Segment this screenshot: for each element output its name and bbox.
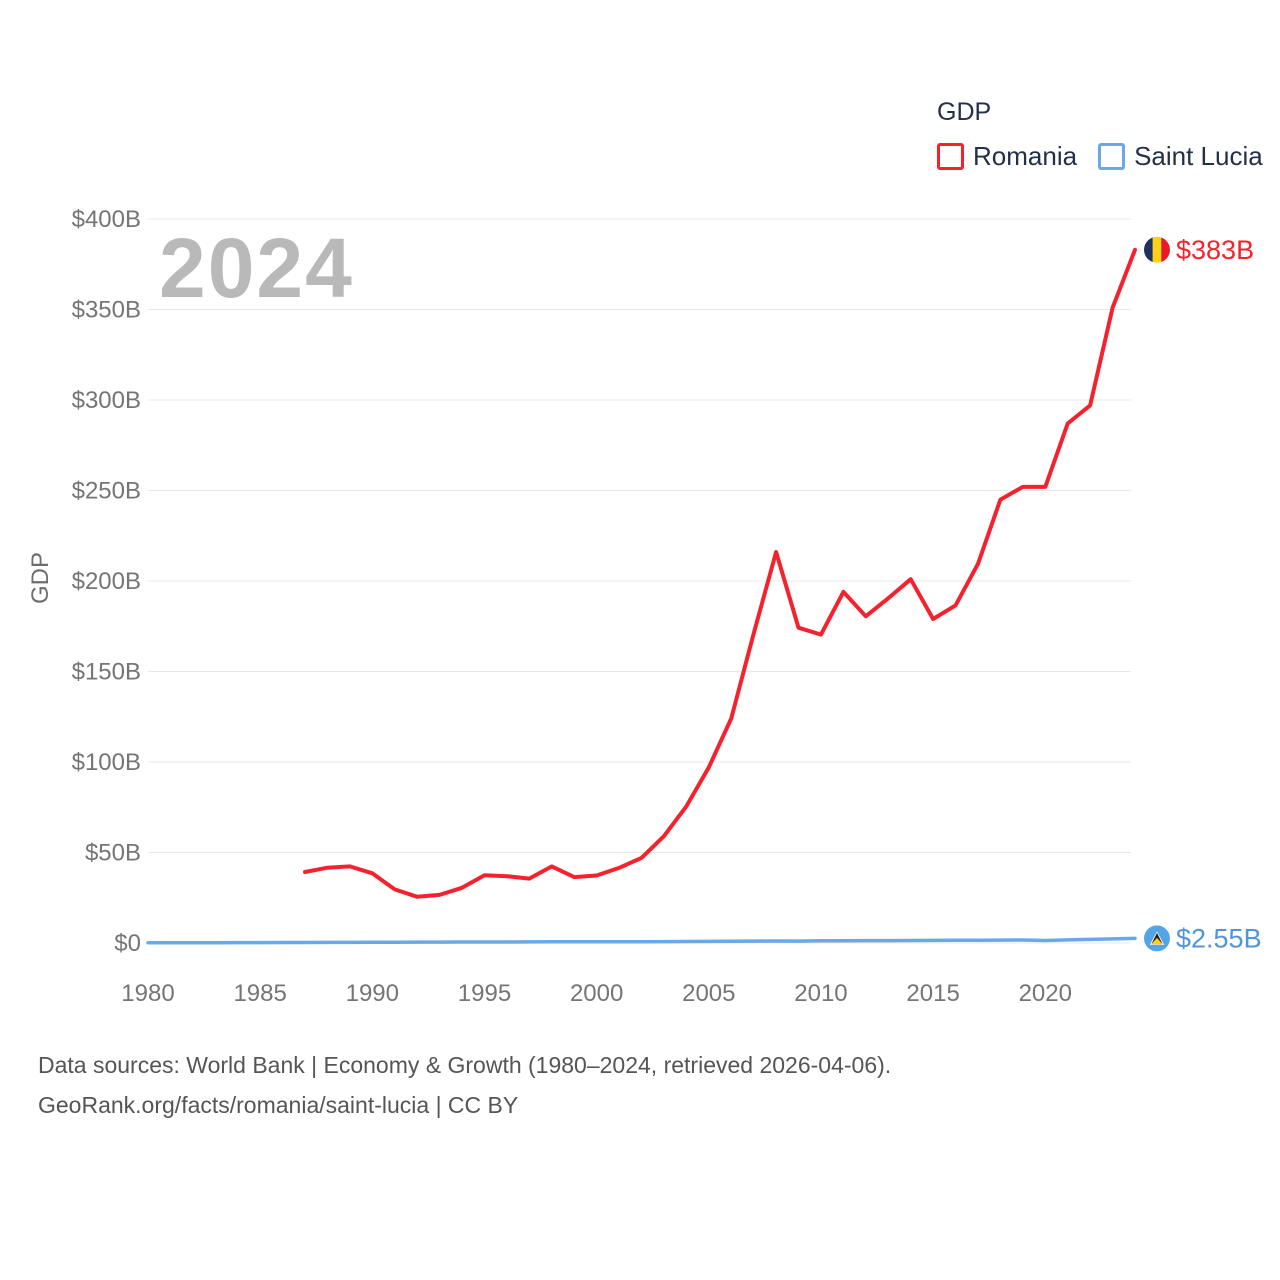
saint-lucia-line[interactable] xyxy=(146,936,1137,945)
x-tick-label: 2010 xyxy=(794,980,847,1007)
legend-label-romania: Romania xyxy=(973,141,1078,171)
axis-layer: $0 $50B $100B $150B $200B $250B $300B $350B $400… xyxy=(72,206,1072,1007)
footer-attribution: Data sources: World Bank | Economy & Gro… xyxy=(38,1045,891,1125)
legend-title: GDP xyxy=(937,98,992,126)
y-tick-label: $150B xyxy=(72,659,141,686)
x-tick-label: 1995 xyxy=(458,980,511,1007)
grid-layer xyxy=(148,218,1131,944)
y-tick-label: $100B xyxy=(72,749,141,776)
y-tick-label: $200B xyxy=(72,568,141,595)
footer-line-1: Data sources: World Bank | Economy & Gro… xyxy=(38,1052,892,1078)
legend-item-romania[interactable]: Romania xyxy=(937,141,1077,172)
legend: GDP Romania Saint Lucia xyxy=(937,98,1263,172)
year-watermark: 2024 xyxy=(159,221,354,315)
saint-lucia-swatch-icon xyxy=(1098,143,1126,170)
legend-label-saint-lucia: Saint Lucia xyxy=(1134,141,1263,171)
saint-lucia-flag-icon xyxy=(1141,922,1173,954)
x-tick-label: 1985 xyxy=(233,980,286,1007)
saint-lucia-end-label: $2.55B xyxy=(1176,923,1262,953)
y-tick-label: $400B xyxy=(72,206,141,233)
series-layer: $383B $2.55B xyxy=(146,234,1262,954)
x-tick-label: 2000 xyxy=(570,980,623,1007)
romania-line[interactable] xyxy=(303,247,1137,899)
footer-line-2: GeoRank.org/facts/romania/saint-lucia | … xyxy=(38,1092,519,1118)
romania-flag-icon xyxy=(1141,234,1173,266)
legend-items: Romania Saint Lucia xyxy=(937,141,1263,172)
romania-end-label: $383B xyxy=(1176,235,1254,265)
x-tick-label: 2005 xyxy=(682,980,735,1007)
y-tick-label: $250B xyxy=(72,478,141,505)
x-tick-label: 2015 xyxy=(906,980,959,1007)
x-tick-label: 2020 xyxy=(1019,980,1072,1007)
y-tick-label: $50B xyxy=(85,840,141,867)
y-tick-label: $350B xyxy=(72,297,141,324)
y-tick-label: $300B xyxy=(72,387,141,414)
romania-swatch-icon xyxy=(937,143,964,170)
x-tick-label: 1990 xyxy=(346,980,399,1007)
legend-item-saint-lucia[interactable]: Saint Lucia xyxy=(1098,141,1263,172)
y-tick-label: $0 xyxy=(114,930,141,957)
x-tick-label: 1980 xyxy=(121,980,174,1007)
